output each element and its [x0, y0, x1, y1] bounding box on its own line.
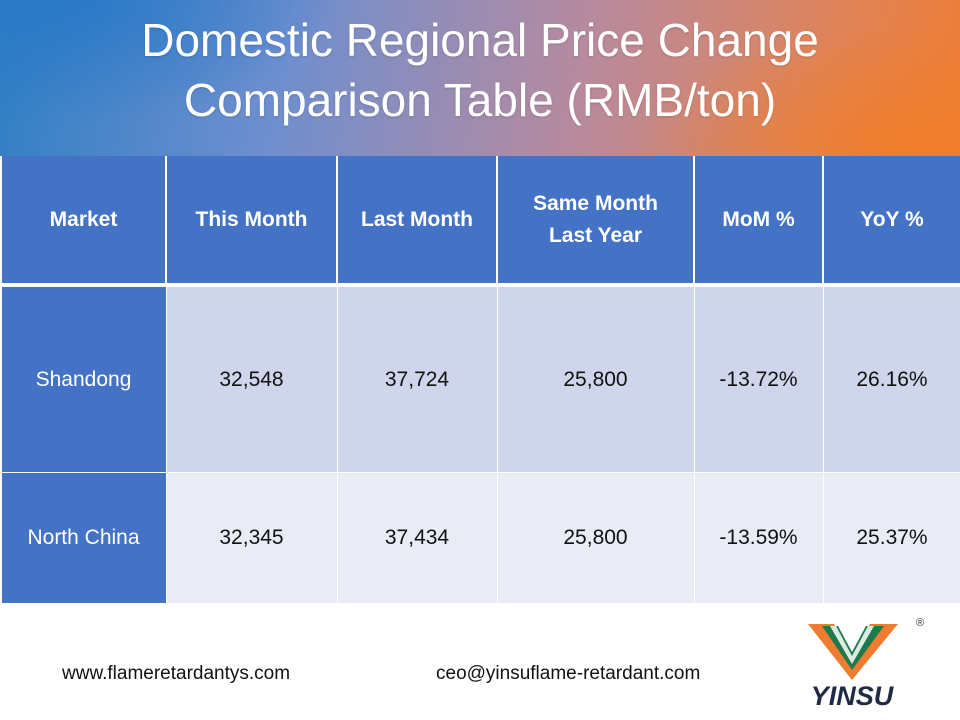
logo-white-stroke	[830, 626, 874, 664]
header-same-month-line-2: Last Year	[548, 223, 642, 247]
logo-text: YINSU	[811, 681, 895, 711]
table-row: Shandong 32,548 37,724 25,800 -13.72% 26…	[0, 284, 960, 473]
cell-mom: -13.72%	[693, 284, 824, 473]
table-row: North China 32,345 37,434 25,800 -13.59%…	[0, 472, 960, 604]
cell-this-month: 32,345	[165, 472, 338, 604]
cell-this-month: 32,548	[165, 284, 338, 473]
website-link[interactable]: www.flameretardantys.com	[62, 663, 291, 684]
table-header-row: Market This Month Last Month Same Month …	[0, 156, 960, 287]
cell-same-month-last-year: 25,800	[496, 284, 695, 473]
registered-mark: ®	[916, 617, 924, 629]
cell-mom: -13.59%	[693, 472, 824, 604]
page-title: Domestic Regional Price Change Compariso…	[0, 10, 960, 130]
cell-market: North China	[0, 472, 167, 604]
cell-yoy: 26.16%	[822, 284, 960, 473]
price-comparison-table: Market This Month Last Month Same Month …	[0, 156, 960, 604]
title-line-1: Domestic Regional Price Change	[141, 14, 819, 66]
header-same-month-last-year: Same Month Last Year	[496, 156, 695, 287]
title-banner	[0, 0, 960, 156]
header-same-month-line-1: Same Month	[533, 191, 658, 215]
header-this-month: This Month	[165, 156, 338, 287]
cell-yoy: 25.37%	[822, 472, 960, 604]
title-line-2: Comparison Table (RMB/ton)	[183, 74, 777, 126]
header-market: Market	[0, 156, 167, 287]
email-link[interactable]: ceo@yinsuflame-retardant.com	[436, 663, 701, 684]
header-last-month: Last Month	[336, 156, 498, 287]
cell-last-month: 37,434	[336, 472, 498, 604]
yinsu-logo: YINSU ®	[808, 617, 924, 711]
header-yoy: YoY %	[822, 156, 960, 287]
cell-same-month-last-year: 25,800	[496, 472, 695, 604]
cell-market: Shandong	[0, 284, 167, 473]
cell-last-month: 37,724	[336, 284, 498, 473]
header-mom: MoM %	[693, 156, 824, 287]
